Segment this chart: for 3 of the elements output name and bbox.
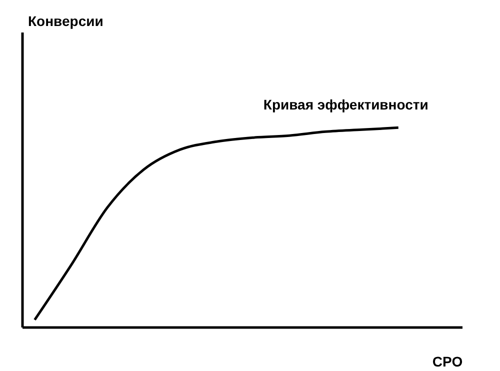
x-axis-title: CPO [432,354,463,370]
series-label: Кривая эффективности [263,96,428,113]
text: Конверсии [28,13,104,29]
